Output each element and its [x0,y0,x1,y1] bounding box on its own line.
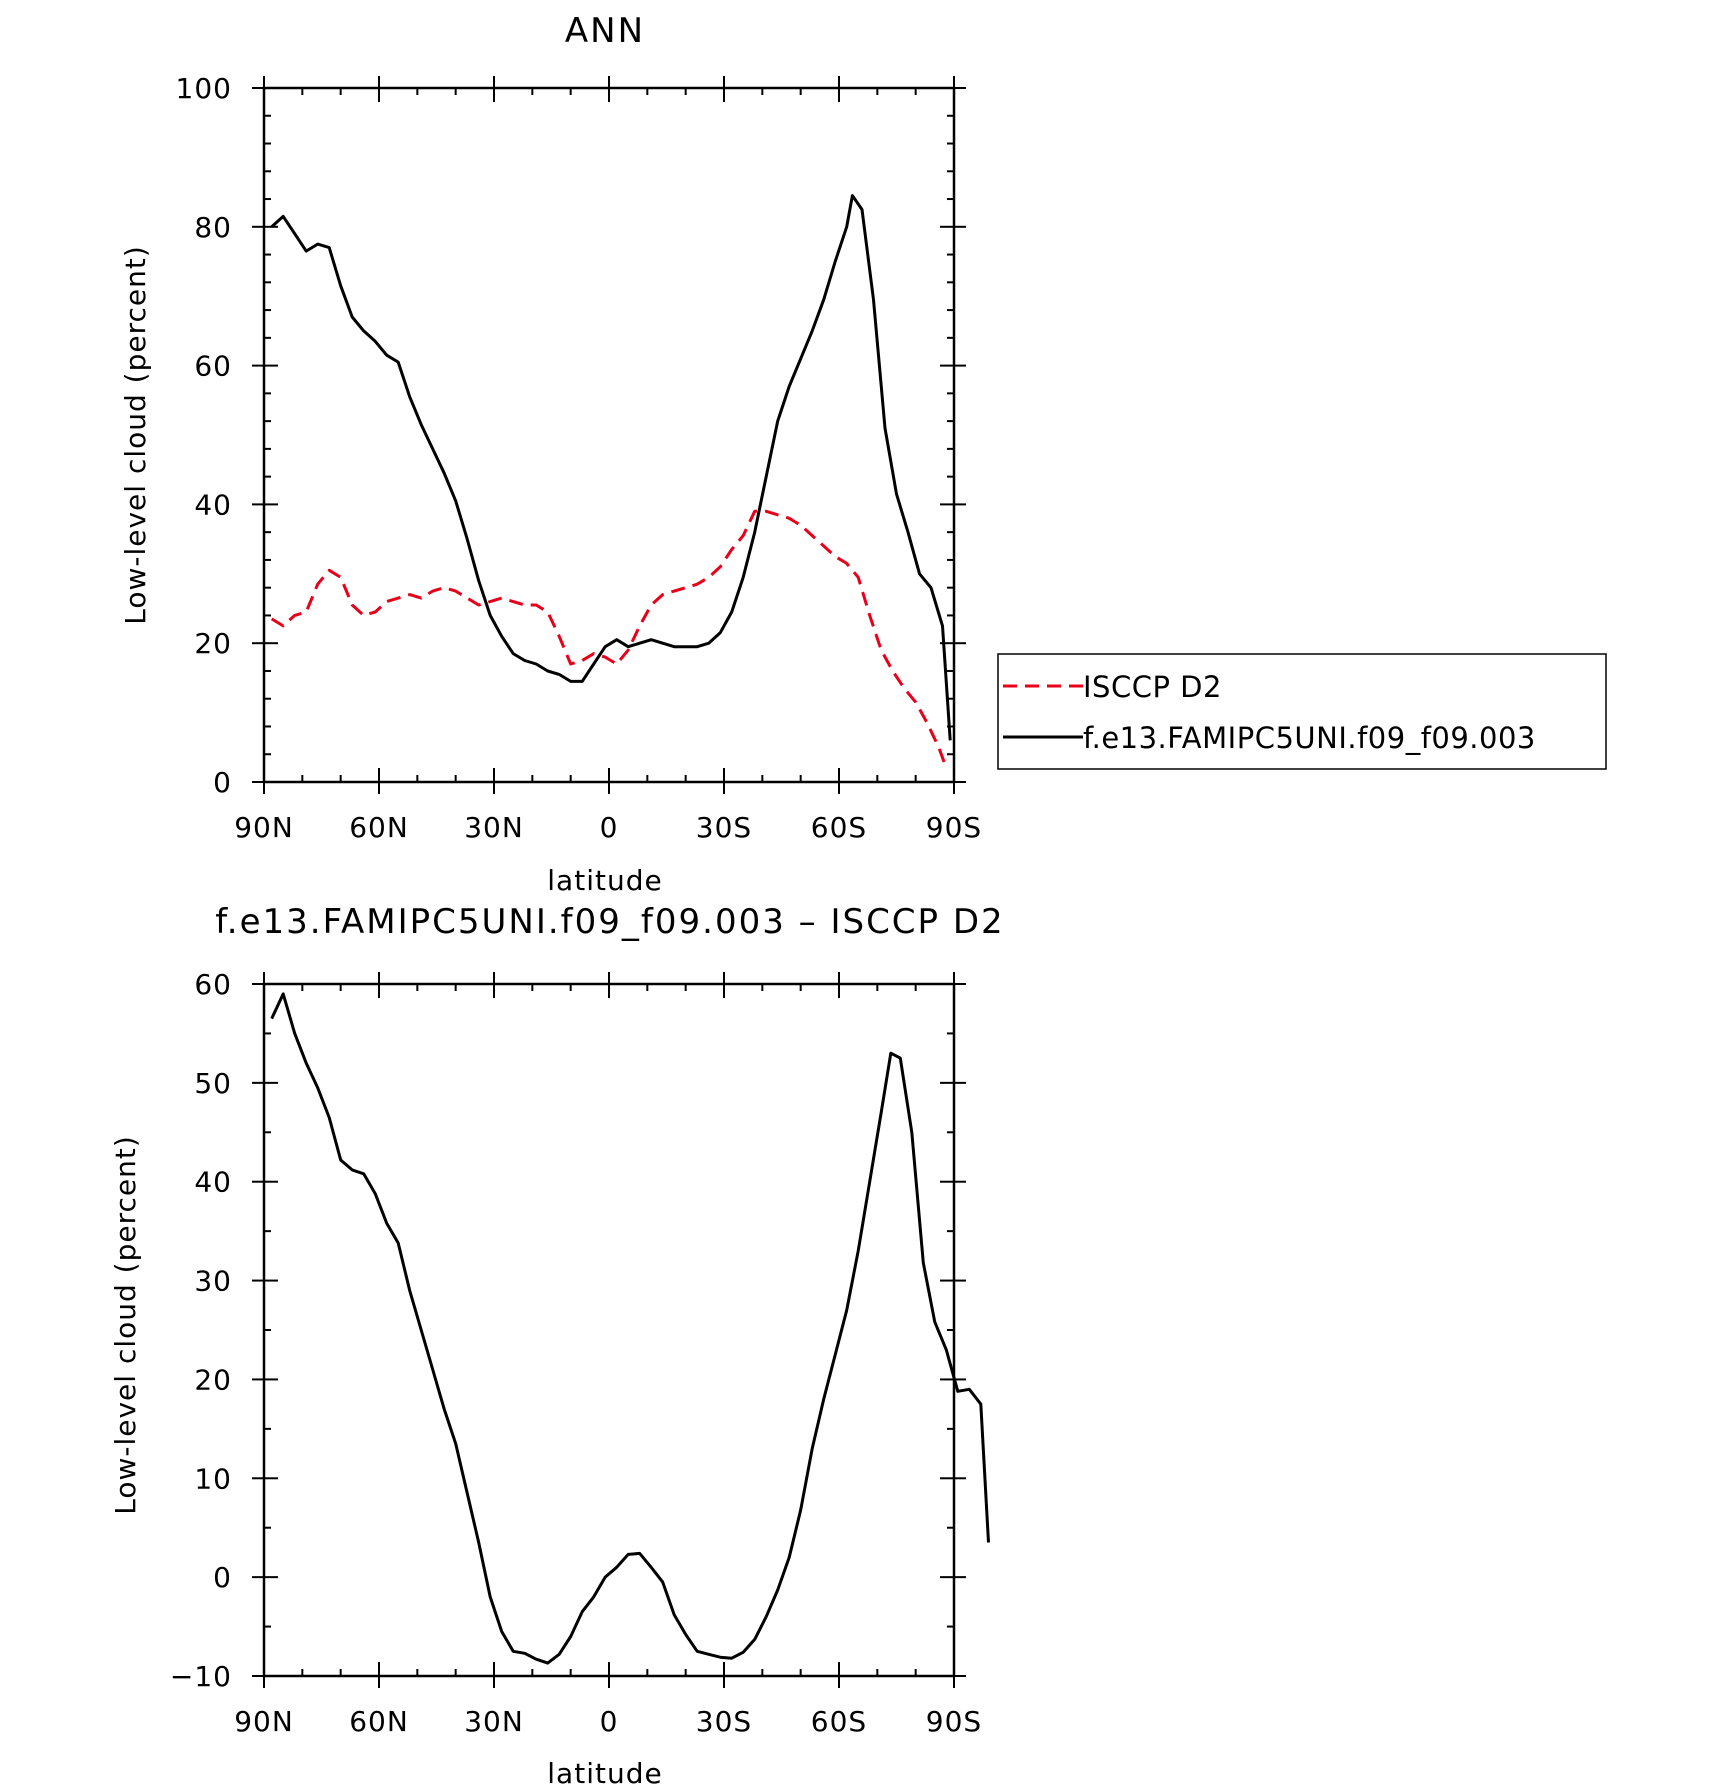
top-panel: ANN 90N 60N 30N 0 30S 60S 90S 0 20 40 60 80 100 lati… [119,11,1607,897]
bottom-y-tick-label: 10 [194,1462,232,1495]
top-y-tick-label: 100 [176,72,232,105]
bottom-y-tick-label: 30 [194,1265,232,1298]
bottom-series-group [270,992,990,1665]
legend-label-isccp: ISCCP D2 [1083,670,1222,704]
legend: ISCCP D2 f.e13.FAMIPC5UNI.f09_f09.003 [997,653,1607,770]
bottom-y-tick-label: 50 [194,1067,232,1100]
bottom-x-tick-label: 60N [349,1705,409,1738]
bottom-axis-ticks: 90N 60N 30N 0 30S 60S 90S −10 0 10 20 30 40 50 60 [170,968,982,1738]
top-y-tick-label: 60 [194,350,232,383]
top-axis-ticks: 90N 60N 30N 0 30S 60S 90S 0 20 40 60 80 100 [176,72,982,844]
bottom-x-tick-label: 0 [600,1705,619,1738]
top-x-tick-label: 60S [811,811,867,844]
bottom-x-tick-label: 90S [926,1705,982,1738]
bottom-panel: f.e13.FAMIPC5UNI.f09_f09.003 – ISCCP D2 … [109,902,1004,1789]
top-x-tick-label: 0 [600,811,619,844]
bottom-x-tick-label: 30S [696,1705,752,1738]
bottom-title: f.e13.FAMIPC5UNI.f09_f09.003 – ISCCP D2 [215,902,1004,942]
top-title: ANN [565,11,645,51]
bottom-y-tick-label: 20 [194,1363,232,1396]
top-x-axis-title: latitude [547,864,662,897]
top-x-tick-label: 30S [696,811,752,844]
top-x-tick-label: 60N [349,811,409,844]
top-series-line-1 [270,194,952,741]
bottom-y-tick-label: 40 [194,1166,232,1199]
top-x-tick-label: 90S [926,811,982,844]
bottom-y-tick-label: 60 [194,968,232,1001]
bottom-series-line-0 [270,992,990,1665]
bottom-y-tick-label: 0 [213,1561,232,1594]
top-x-tick-label: 30N [464,811,524,844]
top-y-tick-label: 40 [194,488,232,521]
top-series-group [270,194,952,769]
top-y-tick-label: 20 [194,627,232,660]
legend-box [997,653,1607,770]
bottom-x-tick-label: 90N [234,1705,294,1738]
bottom-y-axis-title: Low-level cloud (percent) [109,1135,142,1515]
top-y-tick-label: 80 [194,211,232,244]
legend-label-model: f.e13.FAMIPC5UNI.f09_f09.003 [1083,721,1536,755]
top-x-tick-label: 90N [234,811,294,844]
bottom-x-axis-title: latitude [547,1757,662,1789]
top-y-axis-title: Low-level cloud (percent) [119,245,152,625]
top-series-line-0 [270,509,948,769]
bottom-y-tick-label: −10 [170,1660,232,1693]
bottom-x-tick-label: 60S [811,1705,867,1738]
bottom-x-tick-label: 30N [464,1705,524,1738]
top-y-tick-label: 0 [213,766,232,799]
